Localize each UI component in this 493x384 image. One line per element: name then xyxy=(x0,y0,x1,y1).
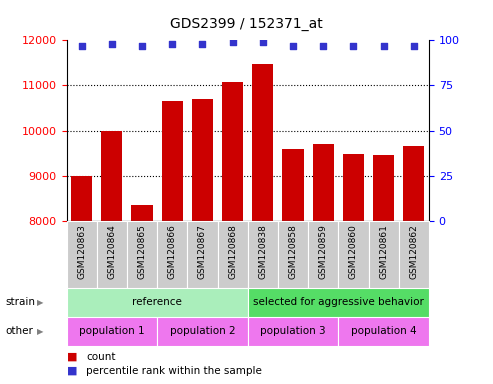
Bar xyxy=(162,101,183,221)
Bar xyxy=(313,144,334,221)
Bar xyxy=(399,221,429,288)
Bar xyxy=(222,82,243,221)
Bar xyxy=(343,154,364,221)
Bar xyxy=(127,221,157,288)
Point xyxy=(380,43,387,49)
Text: population 3: population 3 xyxy=(260,326,326,336)
Bar xyxy=(248,221,278,288)
Text: GSM120862: GSM120862 xyxy=(409,224,419,279)
Bar xyxy=(248,288,429,317)
Bar xyxy=(67,317,157,346)
Point xyxy=(78,43,86,49)
Text: strain: strain xyxy=(5,297,35,308)
Bar xyxy=(157,221,187,288)
Bar xyxy=(101,131,122,221)
Text: GDS2399 / 152371_at: GDS2399 / 152371_at xyxy=(170,17,323,31)
Text: GSM120838: GSM120838 xyxy=(258,224,267,279)
Text: GSM120865: GSM120865 xyxy=(138,224,146,279)
Text: population 4: population 4 xyxy=(351,326,417,336)
Text: GSM120867: GSM120867 xyxy=(198,224,207,279)
Text: ■: ■ xyxy=(67,366,77,376)
Point xyxy=(138,43,146,49)
Text: GSM120868: GSM120868 xyxy=(228,224,237,279)
Bar xyxy=(157,317,248,346)
Text: GSM120863: GSM120863 xyxy=(77,224,86,279)
Text: GSM120859: GSM120859 xyxy=(318,224,328,279)
Bar xyxy=(368,221,399,288)
Bar xyxy=(217,221,247,288)
Bar xyxy=(97,221,127,288)
Bar xyxy=(338,221,368,288)
Point xyxy=(259,39,267,45)
Bar xyxy=(132,205,153,221)
Text: GSM120866: GSM120866 xyxy=(168,224,177,279)
Text: GSM120860: GSM120860 xyxy=(349,224,358,279)
Point xyxy=(289,43,297,49)
Bar xyxy=(403,146,424,221)
Bar xyxy=(248,317,338,346)
Text: reference: reference xyxy=(132,297,182,308)
Point xyxy=(350,43,357,49)
Point xyxy=(319,43,327,49)
Text: other: other xyxy=(5,326,33,336)
Bar xyxy=(67,288,248,317)
Bar xyxy=(192,99,213,221)
Point xyxy=(168,41,176,47)
Bar xyxy=(338,317,429,346)
Text: ▶: ▶ xyxy=(37,298,43,307)
Text: GSM120861: GSM120861 xyxy=(379,224,388,279)
Bar xyxy=(187,221,217,288)
Bar xyxy=(278,221,308,288)
Bar xyxy=(67,221,97,288)
Bar xyxy=(71,176,92,221)
Text: GSM120864: GSM120864 xyxy=(107,224,116,279)
Text: GSM120858: GSM120858 xyxy=(288,224,298,279)
Text: selected for aggressive behavior: selected for aggressive behavior xyxy=(253,297,424,308)
Text: ▶: ▶ xyxy=(37,327,43,336)
Text: population 2: population 2 xyxy=(170,326,235,336)
Point xyxy=(108,41,116,47)
Bar xyxy=(373,156,394,221)
Bar xyxy=(252,64,274,221)
Point xyxy=(410,43,418,49)
Text: ■: ■ xyxy=(67,352,77,362)
Text: population 1: population 1 xyxy=(79,326,144,336)
Point xyxy=(229,39,237,45)
Text: percentile rank within the sample: percentile rank within the sample xyxy=(86,366,262,376)
Point xyxy=(199,41,207,47)
Bar xyxy=(308,221,338,288)
Bar xyxy=(282,149,304,221)
Text: count: count xyxy=(86,352,116,362)
